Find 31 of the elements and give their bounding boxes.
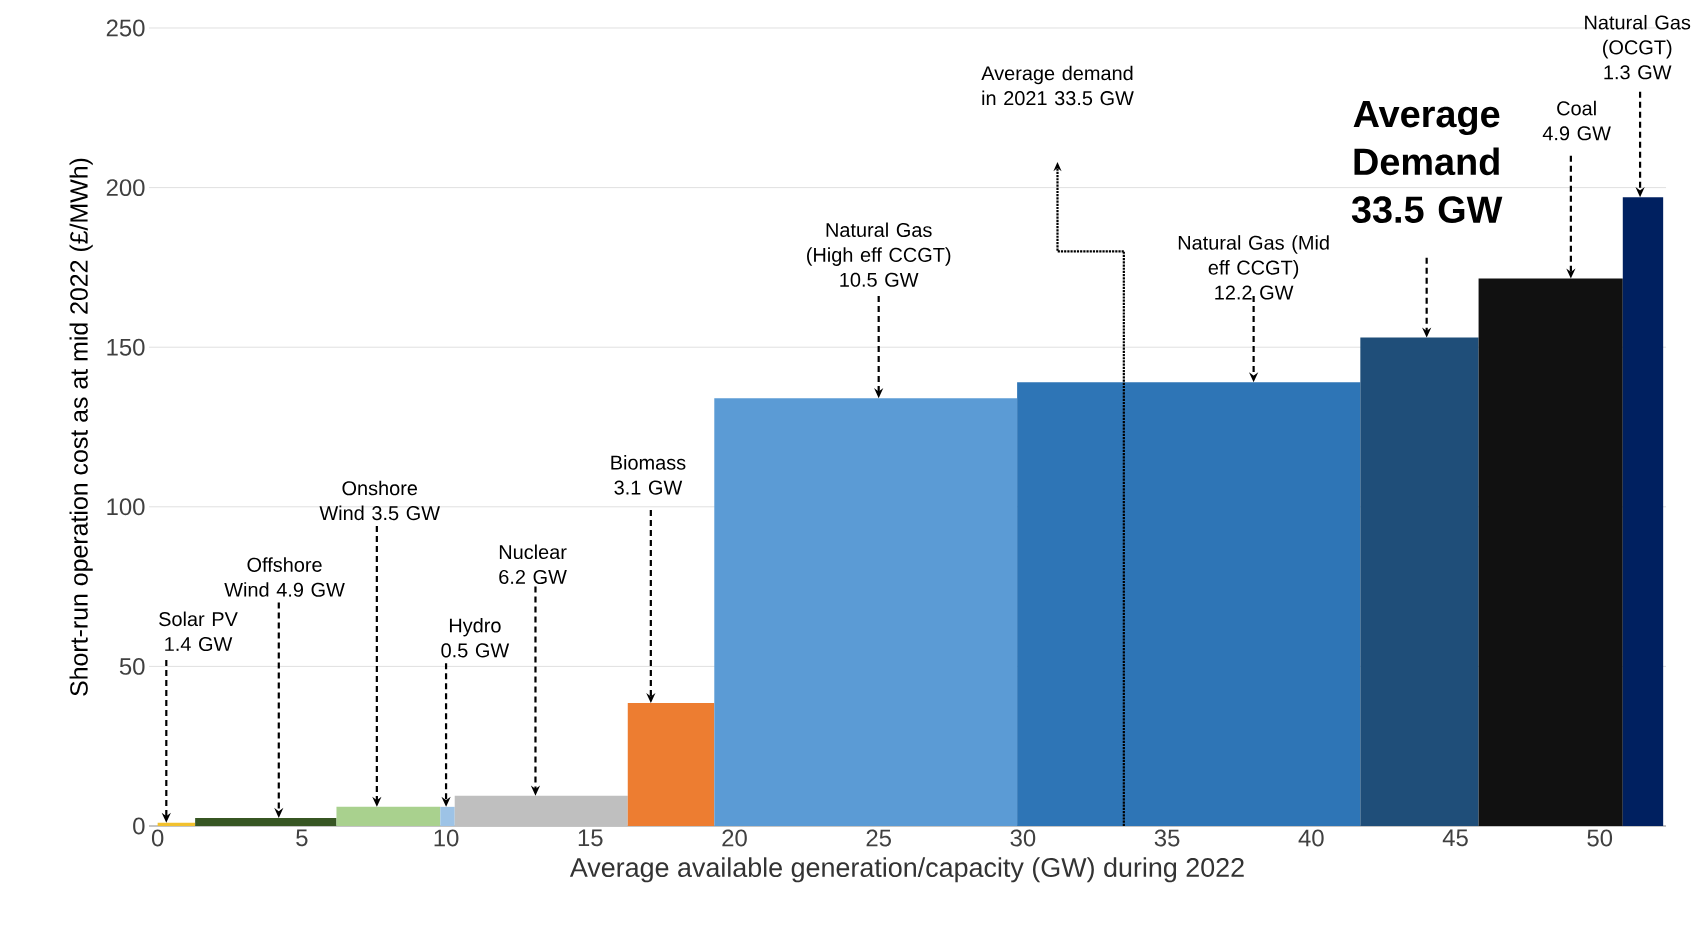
x-tick-label: 35: [1154, 829, 1180, 847]
x-tick-label: 30: [1010, 829, 1036, 847]
annotation: Natural Gas (OCGT) 1.3 GW: [1585, 14, 1691, 80]
y-tick-label: 100: [107, 498, 145, 516]
annotation: Nuclear 6.2 GW: [499, 544, 567, 585]
annotation: Coal 4.9 GW: [1542, 100, 1611, 141]
x-tick-label: 10: [434, 829, 459, 847]
y-tick-label: 0: [133, 817, 145, 835]
x-tick-label: 20: [722, 829, 747, 847]
annotation: Onshore Wind 3.5 GW: [319, 480, 440, 521]
x-axis-title: Average available generation/capacity (GW) during 2022: [569, 857, 1244, 883]
annotation: Natural Gas (High eff CCGT) 10.5 GW: [807, 222, 951, 287]
x-tick-label: 15: [578, 829, 603, 847]
x-tick-label: 45: [1442, 829, 1468, 847]
annotation: Average Demand 33.5 GW: [1351, 101, 1503, 224]
annotation: Offshore Wind 4.9 GW: [224, 557, 345, 597]
annotation: Natural Gas (Mid eff CCGT) 12.2 GW: [1178, 235, 1329, 300]
y-tick-label: 200: [106, 179, 145, 197]
x-tick-label: 50: [1587, 829, 1613, 847]
annotation: Solar PV 1.4 GW: [159, 611, 238, 652]
annotation: Hydro 0.5 GW: [441, 617, 510, 658]
x-tick-label: 25: [866, 829, 891, 847]
ref-line-label: Average demand in 2021 33.5 GW: [981, 65, 1134, 106]
y-axis-title: Short-run operation cost as at mid 2022 (£/MWh): [69, 158, 93, 696]
x-tick-label: 5: [296, 829, 308, 847]
y-tick-label: 150: [107, 338, 145, 356]
y-tick-label: 250: [106, 19, 145, 37]
x-tick-label: 0: [151, 829, 164, 847]
y-tick-label: 50: [119, 657, 145, 675]
annotation: Biomass 3.1 GW: [611, 455, 686, 495]
x-tick-label: 40: [1298, 829, 1324, 847]
